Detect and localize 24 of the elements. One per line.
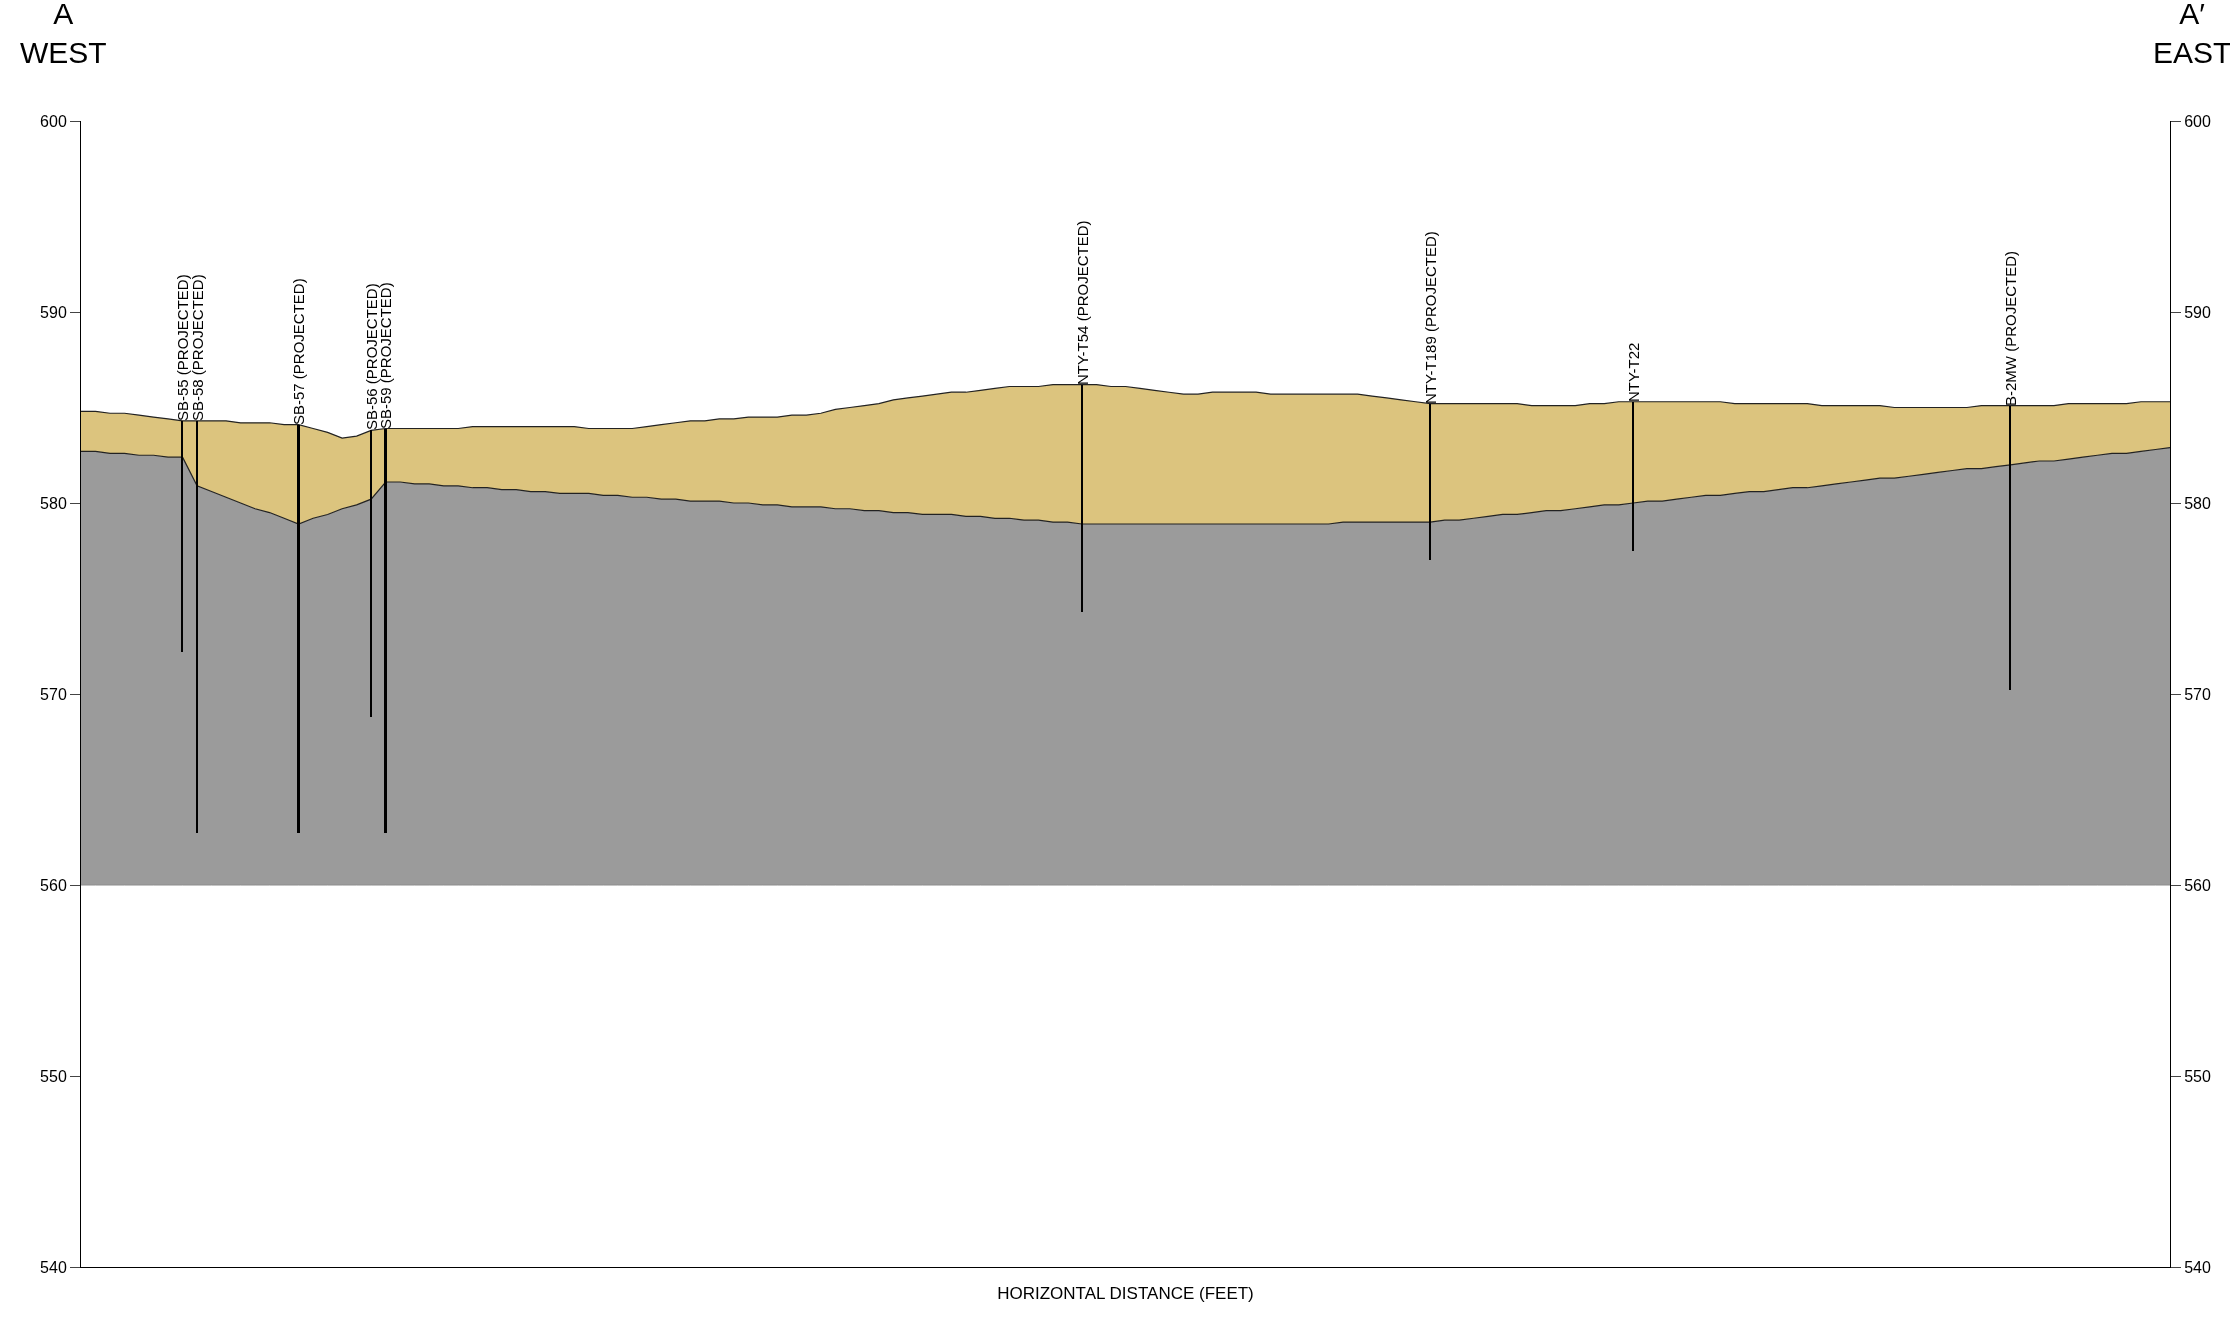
y-tick-label: 570 [40, 685, 67, 703]
y2-tick-label: 570 [2184, 685, 2211, 703]
y2-tick-label: 600 [2184, 112, 2211, 130]
data-label: SB-56 (PROJECTED) [362, 283, 380, 430]
y-tick-label: 580 [40, 494, 67, 512]
data-label: NTY-T189 (PROJECTED) [1421, 231, 1439, 404]
y-tick-label: 590 [40, 303, 67, 321]
y2-tick-label: 540 [2184, 1258, 2211, 1276]
y2-tick-label: 590 [2184, 303, 2211, 321]
y-tick-label: 550 [40, 1067, 67, 1085]
data-label: SB-55 (PROJECTED) [173, 274, 191, 421]
y-tick-label: 600 [40, 112, 67, 130]
y2-tick-label: 560 [2184, 876, 2211, 894]
y-tick-label: 560 [40, 876, 67, 894]
x-axis-title: HORIZONTAL DISTANCE (FEET) [997, 1284, 1254, 1304]
text: A′ EAST [2153, 0, 2230, 69]
data-label: B-2MW (PROJECTED) [2001, 251, 2019, 406]
data-label: NTY-T54 (PROJECTED) [1073, 220, 1091, 385]
data-label: NTY-T22 [1624, 342, 1642, 402]
text: A WEST [20, 0, 107, 69]
data-label: SB-57 (PROJECTED) [290, 278, 307, 425]
y2-tick-label: 580 [2184, 494, 2211, 512]
y-tick-label: 540 [40, 1258, 67, 1276]
y2-tick-label: 550 [2184, 1067, 2211, 1085]
